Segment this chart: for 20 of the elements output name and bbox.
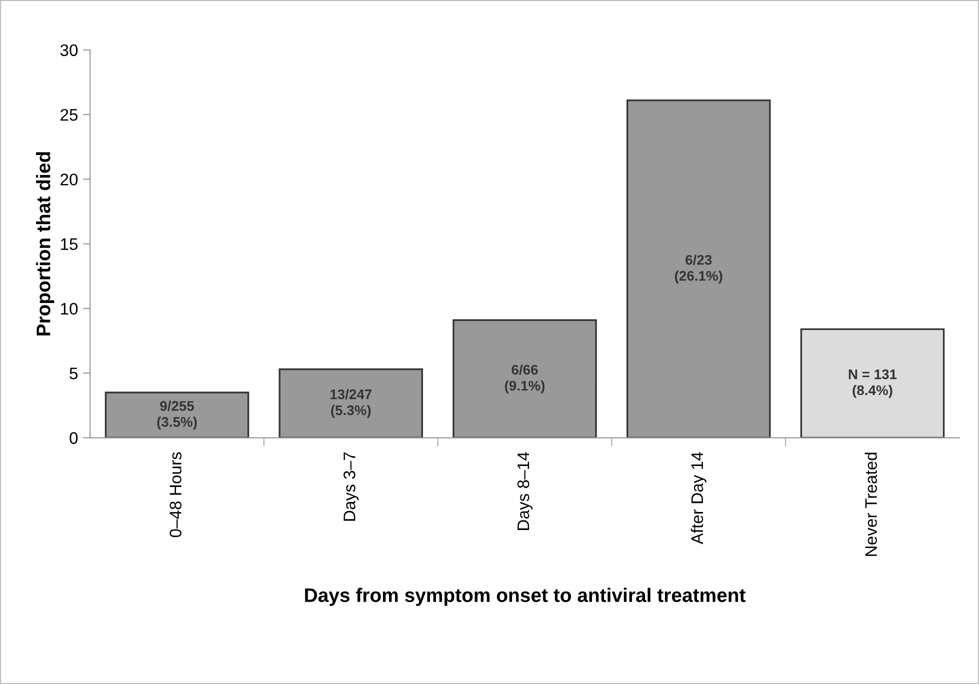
y-tick-label: 25 xyxy=(60,108,78,121)
y-axis-title: Proportion that died xyxy=(36,152,54,336)
x-tick-label: Never Treated xyxy=(864,452,877,556)
y-tick-label: 20 xyxy=(60,174,78,186)
bar xyxy=(800,328,945,438)
x-axis-title: Days from symptom onset to antiviral treatment xyxy=(305,588,746,606)
y-tick-label: 15 xyxy=(60,238,78,250)
x-tick-label: Days 3–7 xyxy=(344,452,359,521)
data-label: 6/66 (9.1%) xyxy=(504,364,545,394)
y-tick-label: 30 xyxy=(60,44,78,56)
data-label: 6/23 (26.1%) xyxy=(674,254,722,284)
data-label: 9/255 (3.5%) xyxy=(157,400,197,430)
x-tick-label: After Day 14 xyxy=(690,452,706,544)
y-tick-label: 5 xyxy=(70,368,78,380)
y-tick-label: 0 xyxy=(70,432,78,444)
data-label: 13/247 (5.3%) xyxy=(330,389,372,418)
data-label: N = 131 (8.4%) xyxy=(848,369,897,398)
y-tick-label: 10 xyxy=(60,302,78,315)
x-tick-label: 0–48 Hours xyxy=(170,452,182,538)
x-tick-label: Days 8–14 xyxy=(517,452,533,530)
